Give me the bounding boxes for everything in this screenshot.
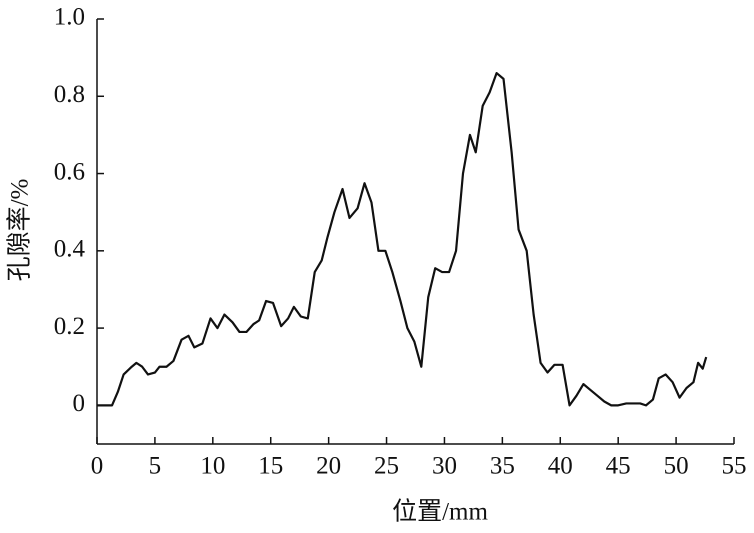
y-tick-label: 0 bbox=[73, 390, 86, 417]
x-tick-label: 30 bbox=[432, 453, 457, 480]
x-tick-label: 40 bbox=[548, 453, 573, 480]
x-tick-label: 55 bbox=[722, 453, 747, 480]
y-axis-label: 孔隙率/% bbox=[6, 179, 34, 282]
x-tick-label: 20 bbox=[316, 453, 341, 480]
x-tick-label: 35 bbox=[490, 453, 515, 480]
y-tick-label: 1.0 bbox=[54, 4, 85, 31]
x-tick-label: 0 bbox=[91, 453, 104, 480]
x-tick-label: 15 bbox=[258, 453, 283, 480]
y-tick-label: 0.8 bbox=[54, 81, 85, 108]
y-tick-label: 0.2 bbox=[54, 313, 85, 340]
x-tick-label: 45 bbox=[606, 453, 631, 480]
x-tick-label: 5 bbox=[149, 453, 162, 480]
x-tick-label: 50 bbox=[664, 453, 689, 480]
y-tick-label: 0.6 bbox=[54, 158, 85, 185]
x-tick-label: 25 bbox=[374, 453, 399, 480]
x-tick-label: 10 bbox=[200, 453, 225, 480]
x-axis-label: 位置/mm bbox=[392, 498, 488, 526]
y-tick-label: 0.4 bbox=[54, 236, 86, 263]
line bbox=[97, 71, 708, 407]
